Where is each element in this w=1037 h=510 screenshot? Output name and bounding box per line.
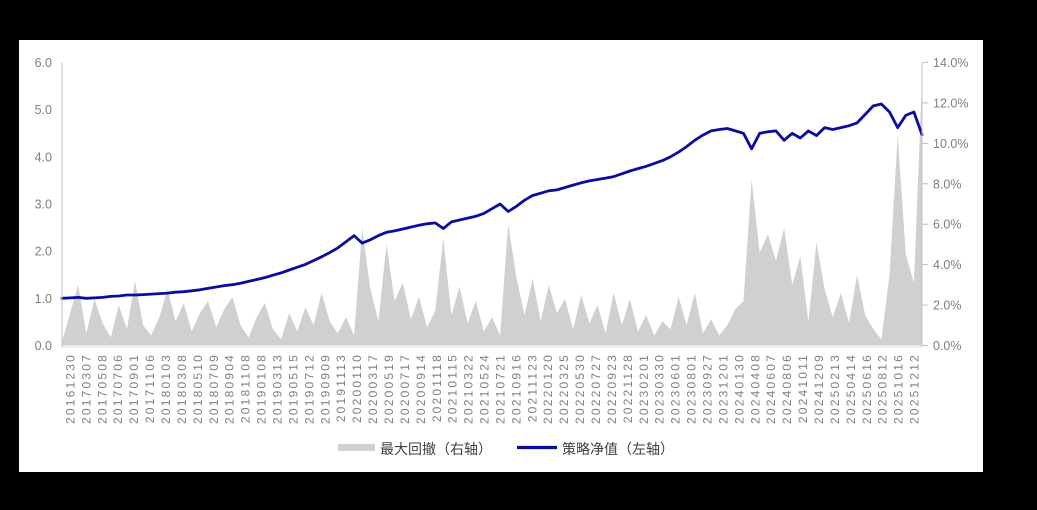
x-axis-label: 20170508 xyxy=(95,353,109,424)
x-axis-label: 20170307 xyxy=(79,353,93,424)
y-axis-label-right: 0.0% xyxy=(933,339,962,353)
x-axis-label: 20200519 xyxy=(382,353,396,424)
x-axis-label: 20200717 xyxy=(398,353,412,424)
y-axis-label-left: 6.0 xyxy=(35,56,52,70)
y-axis-label-left: 3.0 xyxy=(35,198,52,212)
y-axis-label-left: 0.0 xyxy=(35,339,52,353)
x-axis-label: 20230330 xyxy=(653,353,667,424)
x-axis-label: 20220530 xyxy=(573,353,587,424)
legend-label-nav: 策略净值（左轴） xyxy=(562,441,674,458)
x-axis-label: 20240806 xyxy=(780,353,794,424)
legend-label-drawdown: 最大回撤（右轴） xyxy=(380,442,492,458)
x-axis-label: 20230927 xyxy=(701,353,715,424)
right-axis-labels: 14.0% 12.0% 10.0% 8.0% 6.0% 4.0% 2.0% 0.0% xyxy=(922,56,968,353)
x-axis-label: 20251212 xyxy=(908,353,922,424)
legend-swatch-drawdown-icon xyxy=(338,444,375,451)
nav-line xyxy=(60,102,924,300)
x-axis-label: 20250213 xyxy=(828,353,842,424)
x-axis-label: 20170706 xyxy=(111,353,125,424)
y-axis-label-right: 2.0% xyxy=(933,299,962,313)
x-axis-label: 20210721 xyxy=(493,353,507,424)
x-axis-label: 20221128 xyxy=(621,353,635,423)
x-axis-label: 20171106 xyxy=(143,353,157,423)
y-axis-label-right: 4.0% xyxy=(933,258,962,272)
y-axis-label-left: 1.0 xyxy=(35,292,52,306)
x-axis-label: 20220923 xyxy=(605,353,619,424)
y-axis-label-left: 5.0 xyxy=(35,103,52,117)
x-axis-label: 20230801 xyxy=(685,353,699,424)
x-axis-label: 20250616 xyxy=(860,353,874,424)
x-axis-label: 20250414 xyxy=(844,353,858,424)
x-axis-labels: 20161230 20170307 20170508 20170706 20170901… xyxy=(63,353,921,424)
legend: 最大回撤（右轴） 策略净值（左轴） xyxy=(338,441,674,458)
x-axis-label: 20180510 xyxy=(191,353,205,424)
x-axis-label: 20180904 xyxy=(223,353,237,424)
x-axis-label: 20191113 xyxy=(334,353,348,422)
x-axis-label: 20190515 xyxy=(286,353,300,424)
x-axis-label: 20170901 xyxy=(127,353,141,424)
nav-drawdown-chart: 6.0 5.0 4.0 3.0 2.0 1.0 0.0 14.0% 12.0% 10.0% 8.0… xyxy=(35,56,969,458)
x-axis-label: 20231201 xyxy=(716,353,730,424)
x-axis-label: 20200110 xyxy=(350,353,364,423)
x-axis-label: 20240130 xyxy=(732,353,746,424)
x-axis-label: 20200914 xyxy=(414,353,428,424)
y-axis-label-right: 10.0% xyxy=(933,137,968,151)
x-axis-label: 20200317 xyxy=(366,353,380,424)
x-axis-label: 20241011 xyxy=(796,353,810,423)
y-axis-label-right: 14.0% xyxy=(933,56,968,70)
x-axis-label: 20240408 xyxy=(748,353,762,424)
x-axis-label: 20190909 xyxy=(318,353,332,424)
x-axis-label: 20210524 xyxy=(478,353,492,424)
y-axis-label-left: 4.0 xyxy=(35,150,52,164)
x-axis-label: 20230201 xyxy=(637,353,651,424)
y-axis-label-right: 12.0% xyxy=(933,96,968,110)
x-axis-label: 20241209 xyxy=(812,353,826,424)
chart-panel: 6.0 5.0 4.0 3.0 2.0 1.0 0.0 14.0% 12.0% 10.0% 8.0… xyxy=(19,40,983,472)
x-axis-label: 20161230 xyxy=(63,353,77,424)
y-axis-label-right: 8.0% xyxy=(933,177,962,191)
y-axis-label-right: 6.0% xyxy=(933,218,962,232)
x-axis-label: 20190712 xyxy=(302,353,316,424)
x-axis-label: 20180709 xyxy=(207,353,221,424)
x-axis-label: 20180103 xyxy=(159,353,173,424)
x-axis-label: 20220727 xyxy=(589,353,603,424)
nav-line-series xyxy=(60,102,924,300)
x-axis-label: 20210322 xyxy=(462,353,476,424)
x-axis-label: 20251016 xyxy=(892,353,906,424)
x-axis-label: 20230601 xyxy=(669,353,683,424)
x-axis-label: 20190313 xyxy=(271,353,285,424)
x-axis-label: 20201118 xyxy=(430,353,444,422)
y-axis-label-left: 2.0 xyxy=(35,245,52,259)
x-axis-label: 20220325 xyxy=(557,353,571,424)
x-axis-label: 20210115 xyxy=(446,353,460,423)
x-axis-label: 20180308 xyxy=(175,353,189,424)
drawdown-area-series xyxy=(62,80,922,346)
x-axis-label: 20190108 xyxy=(255,353,269,424)
x-axis-label: 20211123 xyxy=(525,353,539,422)
x-axis-label: 20210916 xyxy=(509,353,523,424)
x-axis-label: 20250812 xyxy=(876,353,890,424)
x-axis-label: 20220120 xyxy=(541,353,555,424)
left-axis-labels: 6.0 5.0 4.0 3.0 2.0 1.0 0.0 xyxy=(35,56,52,353)
drawdown-area xyxy=(62,80,922,346)
axes xyxy=(61,62,923,348)
x-axis-label: 20240607 xyxy=(764,353,778,424)
x-axis-label: 20181108 xyxy=(239,353,253,423)
